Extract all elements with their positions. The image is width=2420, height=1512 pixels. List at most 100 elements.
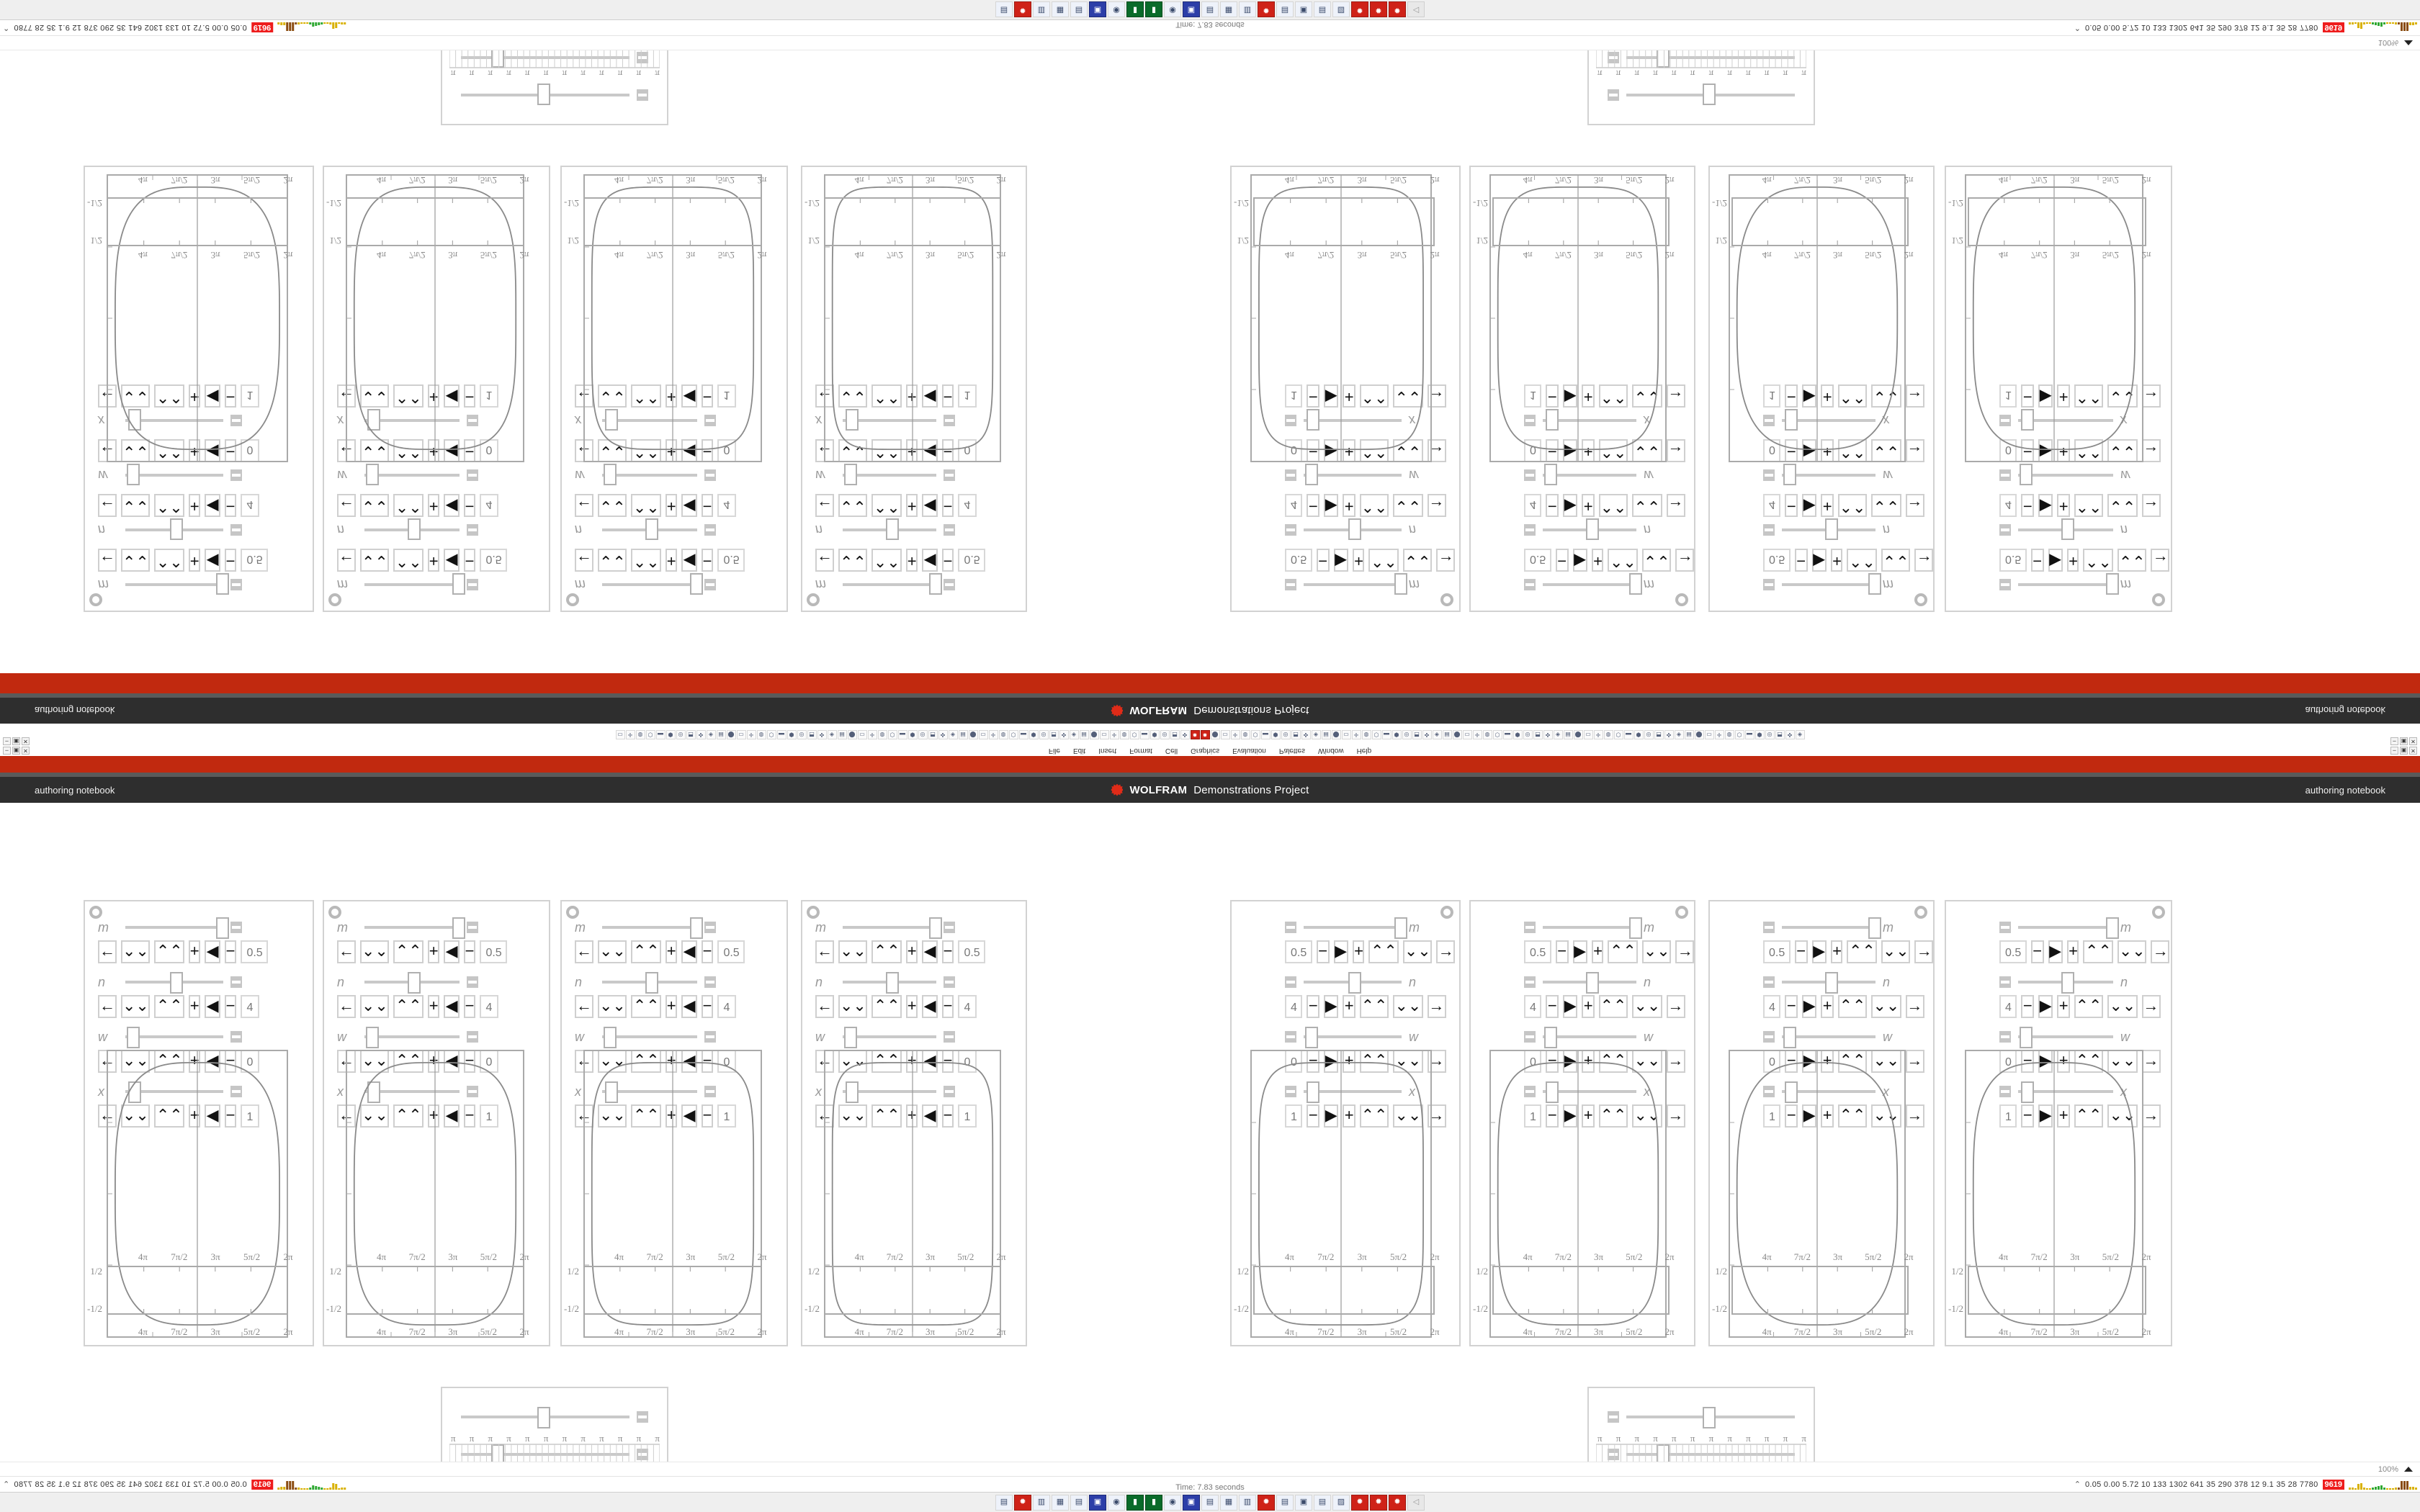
animation-button-3[interactable]: +: [427, 549, 440, 572]
window-button-2[interactable]: ✕: [22, 747, 30, 755]
slider-row[interactable]: x: [575, 1081, 716, 1102]
animation-button-1[interactable]: ▶: [1562, 1104, 1578, 1128]
slider-track[interactable]: [1543, 917, 1642, 938]
collapse-toggle[interactable]: [230, 1030, 242, 1042]
animation-button-5[interactable]: −: [224, 995, 237, 1018]
toolbar-icon-112[interactable]: ▬: [1744, 730, 1754, 740]
zoom-dropdown-caret[interactable]: [2404, 40, 2413, 45]
animation-button-1[interactable]: ▶: [1323, 494, 1339, 517]
animation-button-4[interactable]: ◀: [205, 549, 220, 572]
animation-button-3[interactable]: ⌃⌃: [1359, 494, 1389, 517]
floppy-save-icon[interactable]: ▣: [1089, 1, 1106, 18]
animation-button-1[interactable]: ⌄⌄: [360, 940, 390, 963]
slider-track[interactable]: [461, 1406, 629, 1428]
value-field[interactable]: 1: [1524, 1104, 1542, 1128]
collapse-toggle[interactable]: [1763, 1085, 1775, 1097]
toolbar-icon-36[interactable]: ▭: [978, 730, 988, 740]
animation-button-0[interactable]: ←: [98, 995, 117, 1018]
animation-button-2[interactable]: ⌃⌃: [871, 1104, 902, 1128]
collapse-toggle[interactable]: [704, 1030, 716, 1042]
archive-icon-2[interactable]: ▥: [1239, 1494, 1256, 1511]
slider-thumb[interactable]: [367, 1081, 380, 1102]
terminal-icon-2[interactable]: ▮: [1145, 1494, 1162, 1511]
authoring-notebook-tab-right[interactable]: authoring notebook: [2305, 705, 2385, 716]
value-field[interactable]: 1: [241, 1104, 259, 1128]
slider-track[interactable]: [1304, 971, 1402, 993]
collapse-toggle[interactable]: [467, 1085, 478, 1097]
toolbar-icon-111[interactable]: ⬡: [1734, 730, 1744, 740]
chevron-up-icon[interactable]: ⌃: [3, 23, 10, 32]
slider-track[interactable]: [1543, 574, 1642, 595]
animation-button-1[interactable]: ▶: [1333, 549, 1349, 572]
slider-thumb[interactable]: [645, 519, 659, 541]
collapse-toggle[interactable]: [1999, 976, 2011, 987]
toolbar-icon-72[interactable]: ▭: [1341, 730, 1351, 740]
zoom-control[interactable]: 100%: [2378, 39, 2413, 48]
collapse-toggle[interactable]: [637, 90, 648, 102]
animation-button-3[interactable]: +: [665, 1104, 678, 1128]
value-field[interactable]: 0.5: [717, 940, 745, 963]
value-field[interactable]: 1: [1285, 1104, 1303, 1128]
calculator-icon[interactable]: ▦: [1052, 1494, 1069, 1511]
slider-thumb[interactable]: [1824, 971, 1838, 993]
slider-track[interactable]: [1782, 1081, 1876, 1102]
collapse-toggle[interactable]: [944, 1085, 955, 1097]
animation-button-3[interactable]: +: [665, 549, 678, 572]
chevron-up-icon[interactable]: ⌃: [2074, 1480, 2081, 1489]
slider-thumb[interactable]: [2020, 464, 2033, 486]
animation-button-4[interactable]: ⌄⌄: [1641, 549, 1672, 572]
collapse-toggle[interactable]: [1524, 921, 1536, 932]
collapse-toggle[interactable]: [1285, 921, 1296, 932]
animation-button-5[interactable]: →: [1436, 940, 1456, 963]
value-field[interactable]: 4: [480, 494, 498, 517]
slider-thumb[interactable]: [1585, 971, 1599, 993]
collapse-toggle[interactable]: [704, 976, 716, 987]
menu-item-edit[interactable]: Edit: [1072, 747, 1086, 755]
slider-row[interactable]: n: [1763, 519, 1903, 541]
toolbar-icon-38[interactable]: ◍: [998, 730, 1008, 740]
slider-track[interactable]: [843, 971, 936, 993]
window-button-0[interactable]: –: [2390, 737, 2398, 745]
animation-button-1[interactable]: ⌄⌄: [121, 1104, 151, 1128]
slider-row[interactable]: w: [1763, 464, 1903, 486]
calculator-icon[interactable]: ▦: [1052, 1, 1069, 18]
floppy-save-icon-2[interactable]: ▣: [1183, 1494, 1200, 1511]
animation-button-5[interactable]: −: [463, 549, 476, 572]
animation-button-4[interactable]: ⌄⌄: [1871, 995, 1901, 1018]
value-field[interactable]: 0.5: [1999, 549, 2027, 572]
animation-button-0[interactable]: −: [1546, 494, 1559, 517]
animation-button-4[interactable]: ◀: [444, 995, 460, 1018]
animation-button-1[interactable]: ▶: [2048, 940, 2063, 963]
slider-track[interactable]: [1782, 464, 1876, 486]
toolbar-icon-10[interactable]: ▤: [716, 730, 726, 740]
toolbar-icon-102[interactable]: ◎: [1644, 730, 1654, 740]
animation-button-5[interactable]: →: [1427, 1050, 1446, 1073]
animation-button-4[interactable]: ◀: [444, 1104, 460, 1128]
animation-button-5[interactable]: →: [1675, 940, 1695, 963]
toolbar-icon-114[interactable]: ◎: [1765, 730, 1775, 740]
collapse-toggle[interactable]: [1999, 470, 2011, 482]
toolbar-icon-3[interactable]: ⬡: [645, 730, 655, 740]
slider-thumb[interactable]: [2020, 1081, 2034, 1102]
window-button-1[interactable]: ▣: [12, 737, 20, 745]
animation-button-2[interactable]: ⌃⌃: [393, 1104, 424, 1128]
slider-thumb[interactable]: [1305, 464, 1319, 486]
animation-button-1[interactable]: ⌄⌄: [838, 494, 868, 517]
toolbar-icon-104[interactable]: ✜: [1664, 730, 1674, 740]
slider-row[interactable]: m: [575, 574, 716, 595]
animation-button-1[interactable]: ▶: [2048, 549, 2063, 572]
toolbar-icon-55[interactable]: ⬒: [1170, 730, 1180, 740]
panel-resize-handle[interactable]: [1440, 593, 1453, 606]
animation-button-0[interactable]: −: [2021, 1104, 2034, 1128]
authoring-notebook-tab-right[interactable]: authoring notebook: [2305, 784, 2385, 796]
animation-button-2[interactable]: ⌃⌃: [871, 940, 902, 963]
toolbar-icon-42[interactable]: ◎: [1039, 730, 1049, 740]
panel-resize-handle[interactable]: [1914, 593, 1927, 606]
animation-button-2[interactable]: +: [1343, 1104, 1355, 1128]
mathematica-toolbar-icon[interactable]: ✹: [1190, 730, 1200, 740]
collapse-toggle[interactable]: [1999, 1030, 2011, 1042]
slider-track[interactable]: [602, 464, 697, 486]
slider-row[interactable]: m: [575, 917, 716, 938]
slider-row[interactable]: n: [1524, 519, 1664, 541]
slider-track[interactable]: [125, 971, 223, 993]
